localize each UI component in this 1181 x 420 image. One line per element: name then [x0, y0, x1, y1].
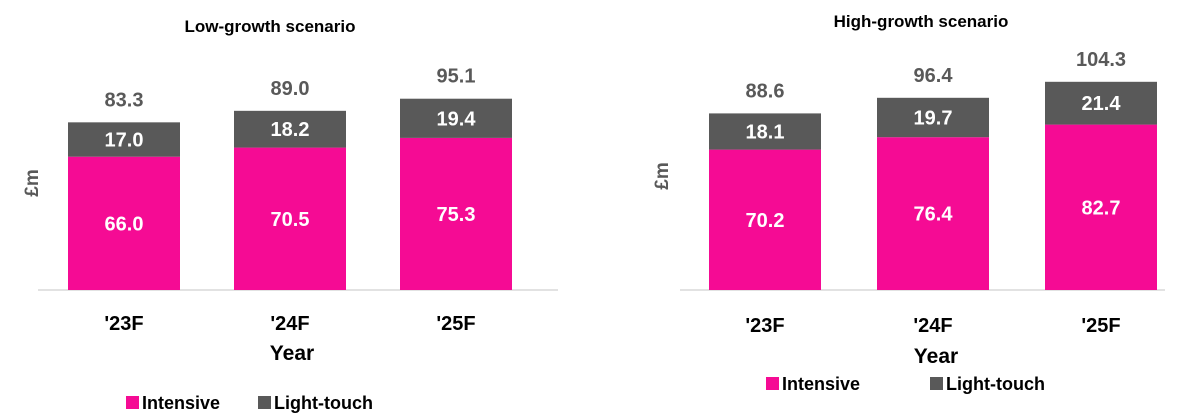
- bar-light-touch: [234, 110, 346, 148]
- chart-title: High-growth scenario: [834, 12, 1009, 31]
- data-label-intensive: 70.2: [746, 210, 785, 232]
- x-axis-label: Year: [914, 345, 958, 368]
- bar-intensive: [400, 137, 512, 290]
- data-label-light-touch: 18.2: [271, 119, 310, 141]
- data-label-light-touch: 19.4: [437, 108, 477, 130]
- legend-label-light-touch: Light-touch: [946, 374, 1045, 394]
- bar-light-touch: [68, 122, 180, 157]
- legend: Intensive Light-touch: [766, 374, 1045, 394]
- chart-low-growth: Low-growth scenario £m 66.0 17.0 83.3 '23F 7…: [22, 17, 558, 413]
- data-label-intensive: 70.5: [271, 209, 310, 231]
- x-tick-label: '25F: [436, 313, 475, 335]
- bar-intensive: [709, 149, 821, 290]
- data-label-light-touch: 19.7: [914, 108, 953, 130]
- bar-light-touch: [877, 97, 989, 138]
- x-axis-label: Year: [270, 342, 314, 365]
- legend-label-light-touch: Light-touch: [274, 393, 373, 413]
- chart-title: Low-growth scenario: [185, 17, 356, 36]
- data-label-light-touch: 18.1: [746, 122, 785, 144]
- legend-swatch-intensive: [766, 377, 779, 390]
- legend-swatch-light-touch: [930, 377, 943, 390]
- data-label-intensive: 66.0: [105, 213, 144, 235]
- y-axis-label: £m: [22, 169, 43, 196]
- data-label-light-touch: 21.4: [1082, 93, 1122, 115]
- data-label-intensive: 82.7: [1082, 197, 1121, 219]
- legend-swatch-light-touch: [258, 396, 271, 409]
- chart-high-growth: High-growth scenario £m 70.2 18.1 88.6 '23F…: [652, 12, 1165, 394]
- bar-light-touch: [709, 113, 821, 150]
- bar-intensive: [1045, 124, 1157, 290]
- bar-light-touch: [400, 98, 512, 138]
- data-label-total: 104.3: [1076, 49, 1126, 71]
- data-label-light-touch: 17.0: [105, 130, 144, 152]
- data-label-intensive: 75.3: [437, 204, 476, 226]
- legend-label-intensive: Intensive: [782, 374, 860, 394]
- x-tick-label: '23F: [104, 313, 143, 335]
- x-tick-label: '24F: [270, 313, 309, 335]
- data-label-total: 89.0: [271, 78, 310, 100]
- data-label-total: 96.4: [914, 65, 954, 87]
- x-tick-label: '25F: [1081, 315, 1120, 337]
- x-tick-label: '23F: [745, 315, 784, 337]
- bar-group: 70.2 18.1 88.6 '23F 76.4 19.7 96.4 '24F 82.7 21.4…: [709, 49, 1157, 337]
- legend-swatch-intensive: [126, 396, 139, 409]
- data-label-intensive: 76.4: [914, 204, 954, 226]
- y-axis-label: £m: [652, 162, 673, 189]
- x-tick-label: '24F: [913, 315, 952, 337]
- data-label-total: 95.1: [437, 66, 476, 88]
- bar-intensive: [877, 137, 989, 290]
- bar-intensive: [234, 147, 346, 290]
- bar-intensive: [68, 156, 180, 290]
- data-label-total: 83.3: [105, 89, 144, 111]
- bar-light-touch: [1045, 81, 1157, 125]
- legend-label-intensive: Intensive: [142, 393, 220, 413]
- legend: Intensive Light-touch: [126, 393, 373, 413]
- data-label-total: 88.6: [746, 80, 785, 102]
- bar-group: 66.0 17.0 83.3 '23F 70.5 18.2 89.0 '24F 75.3 19.4…: [68, 66, 512, 335]
